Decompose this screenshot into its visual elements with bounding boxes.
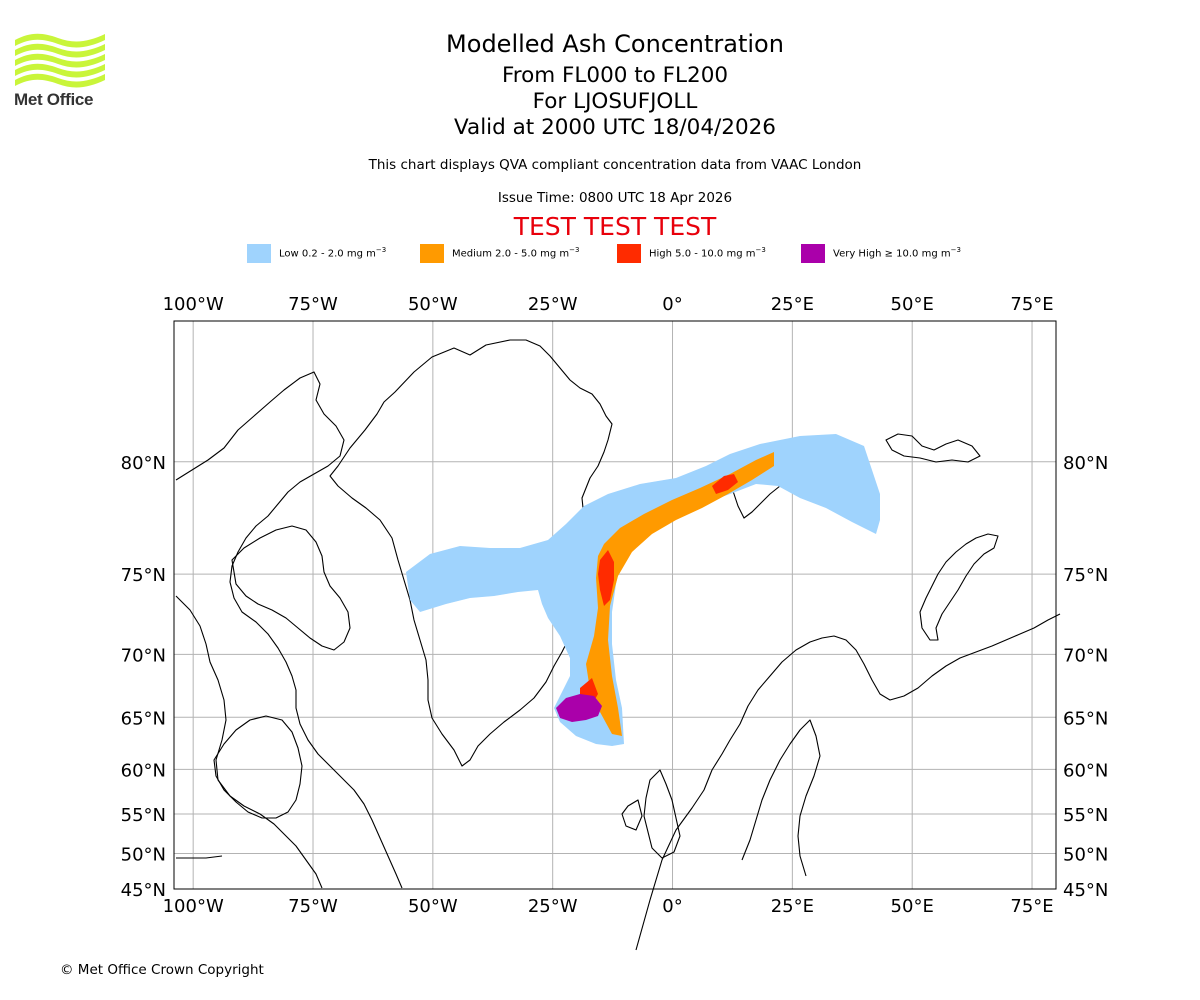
volcano-name: For LJOSUFJOLL [532, 89, 698, 114]
lat-tick-label-right: 75°N [1063, 565, 1108, 586]
axis-ticks: 100°W 100°W 75°W 75°W 50°W 50°W 25°W 25°W 0° 0° 25… [121, 294, 1109, 917]
legend-swatch-very-high [801, 244, 825, 263]
test-banner: TEST TEST TEST [513, 212, 717, 241]
legend-label-low: Low 0.2 - 2.0 mg m−3 [279, 246, 387, 260]
coast-greenland [329, 339, 613, 767]
ash-medium-region [586, 452, 774, 736]
coast-british-isles [621, 769, 681, 859]
qva-note: This chart displays QVA compliant concen… [368, 157, 862, 173]
lat-tick-label-right: 70°N [1063, 645, 1108, 666]
ash-plume [406, 434, 880, 746]
coast-franz-josef [885, 433, 981, 463]
coast-hudson-bay [213, 715, 303, 819]
coast-baltic [741, 719, 821, 877]
ash-very-high-region [556, 694, 602, 722]
lon-tick-label-top: 75°W [288, 294, 338, 315]
lon-tick-label-top: 100°W [163, 294, 224, 315]
lon-tick-label-bottom: 75°W [288, 896, 338, 917]
lat-tick-label-right: 80°N [1063, 453, 1108, 474]
chart-title: Modelled Ash Concentration [446, 30, 784, 58]
legend-label-high: High 5.0 - 10.0 mg m−3 [649, 246, 766, 260]
coast-north-america [175, 371, 403, 889]
lat-tick-label-right: 50°N [1063, 844, 1108, 865]
lon-tick-label-bottom: 0° [662, 896, 682, 917]
lon-tick-label-bottom: 25°E [771, 896, 814, 917]
map-frame [173, 320, 1057, 890]
logo-text: Met Office [14, 90, 94, 109]
lat-tick-label-left: 45°N [121, 880, 166, 901]
lon-tick-label-top: 50°E [891, 294, 934, 315]
lon-tick-label-bottom: 75°E [1010, 896, 1053, 917]
legend-swatch-high [617, 244, 641, 263]
legend-swatch-medium [420, 244, 444, 263]
logo-wave [15, 33, 105, 48]
lon-tick-label-top: 0° [662, 294, 682, 315]
lon-tick-label-top: 25°W [528, 294, 578, 315]
lat-tick-label-left: 50°N [121, 844, 166, 865]
lat-tick-label-left: 60°N [121, 760, 166, 781]
lat-tick-label-left: 55°N [121, 805, 166, 826]
lon-tick-label-bottom: 50°W [408, 896, 458, 917]
legend-label-very-high: Very High ≥ 10.0 mg m−3 [833, 246, 961, 260]
met-office-logo [15, 33, 105, 88]
lat-tick-label-right: 55°N [1063, 805, 1108, 826]
lat-tick-label-left: 80°N [121, 453, 166, 474]
legend-swatch-low [247, 244, 271, 263]
lon-tick-label-bottom: 100°W [163, 896, 224, 917]
lat-tick-label-left: 65°N [121, 708, 166, 729]
lon-tick-label-top: 25°E [771, 294, 814, 315]
ash-high-region [580, 474, 738, 708]
coastlines [175, 339, 1061, 951]
lat-tick-label-right: 65°N [1063, 708, 1108, 729]
logo-wave [15, 63, 105, 78]
lat-tick-label-right: 45°N [1063, 880, 1108, 901]
lat-tick-label-left: 75°N [121, 565, 166, 586]
logo-wave [15, 53, 105, 68]
logo-wave [15, 43, 105, 58]
lon-tick-label-top: 75°E [1010, 294, 1053, 315]
issue-time: Issue Time: 0800 UTC 18 Apr 2026 [497, 190, 733, 206]
lon-tick-label-bottom: 25°W [528, 896, 578, 917]
copyright: © Met Office Crown Copyright [60, 962, 264, 978]
lon-tick-label-top: 50°W [408, 294, 458, 315]
lat-tick-label-left: 70°N [121, 645, 166, 666]
valid-time: Valid at 2000 UTC 18/04/2026 [453, 115, 776, 140]
legend-label-medium: Medium 2.0 - 5.0 mg m−3 [452, 246, 580, 260]
flight-level-range: From FL000 to FL200 [501, 63, 729, 88]
ash-low-region [406, 434, 880, 746]
coast-scandinavia-russia [635, 613, 1061, 951]
map-grid [174, 321, 1056, 890]
lat-tick-label-right: 60°N [1063, 760, 1108, 781]
lon-tick-label-bottom: 50°E [891, 896, 934, 917]
coast-baffin-island [231, 525, 351, 651]
logo-wave [15, 73, 105, 88]
coast-novaya-zemlya [919, 533, 999, 641]
